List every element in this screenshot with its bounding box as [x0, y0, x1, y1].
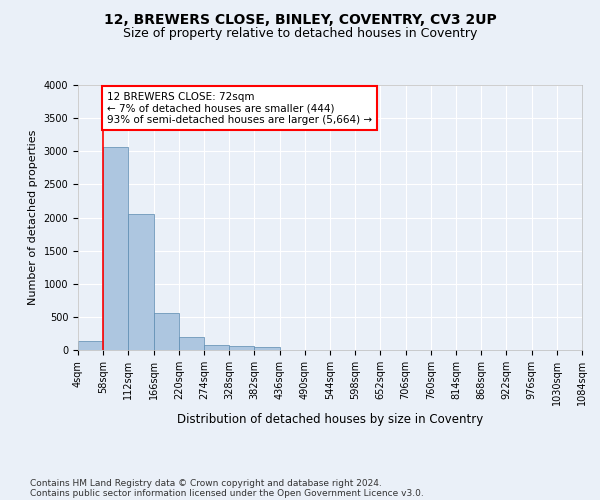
Text: Size of property relative to detached houses in Coventry: Size of property relative to detached ho…: [123, 28, 477, 40]
Text: 12, BREWERS CLOSE, BINLEY, COVENTRY, CV3 2UP: 12, BREWERS CLOSE, BINLEY, COVENTRY, CV3…: [104, 12, 496, 26]
Text: Contains public sector information licensed under the Open Government Licence v3: Contains public sector information licen…: [30, 488, 424, 498]
Bar: [254, 348, 280, 350]
Bar: [204, 344, 229, 350]
Y-axis label: Number of detached properties: Number of detached properties: [28, 130, 38, 305]
X-axis label: Distribution of detached houses by size in Coventry: Distribution of detached houses by size …: [177, 414, 483, 426]
Bar: [78, 340, 103, 350]
Bar: [154, 313, 179, 350]
Bar: [179, 338, 204, 350]
Bar: [103, 148, 128, 350]
Text: Contains HM Land Registry data © Crown copyright and database right 2024.: Contains HM Land Registry data © Crown c…: [30, 478, 382, 488]
Text: 12 BREWERS CLOSE: 72sqm
← 7% of detached houses are smaller (444)
93% of semi-de: 12 BREWERS CLOSE: 72sqm ← 7% of detached…: [107, 92, 372, 125]
Bar: [229, 346, 254, 350]
Bar: [128, 214, 154, 350]
